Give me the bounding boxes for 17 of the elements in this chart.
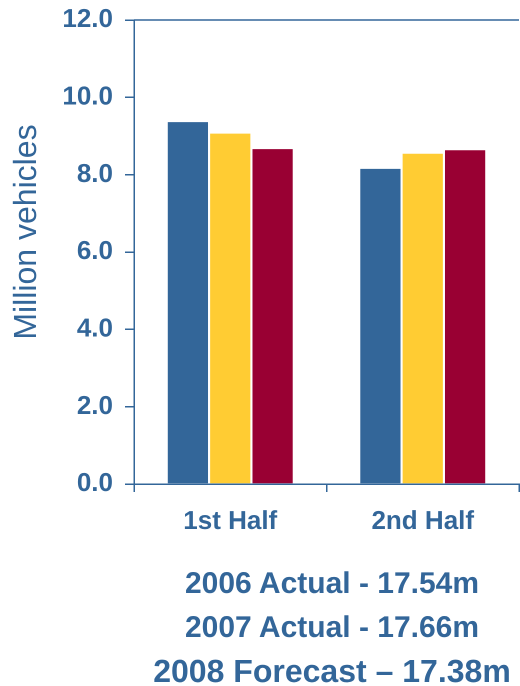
- text: 2007 Actual - 17.66m: [184, 611, 480, 644]
- x-tick-label: 1st Half: [183, 504, 278, 535]
- y-tick-label: 4.0: [76, 312, 113, 343]
- y-tick-label: 12.0: [62, 3, 113, 34]
- bar: [444, 150, 486, 484]
- bar: [252, 149, 293, 484]
- y-tick-label: 0.0: [76, 467, 113, 498]
- y-tick-label: 6.0: [76, 235, 113, 266]
- text: 2006 Actual - 17.54m: [184, 567, 480, 600]
- x-tick-label: 2nd Half: [371, 504, 474, 535]
- bar: [210, 134, 250, 484]
- y-tick-label: 8.0: [76, 158, 113, 188]
- y-tick-label: 10.0: [62, 80, 113, 111]
- y-axis-title: Million vehicles: [7, 124, 43, 340]
- bar: [402, 154, 443, 484]
- y-tick-label: 2.0: [76, 390, 113, 420]
- text: 2008 Forecast – 17.38m: [152, 653, 512, 686]
